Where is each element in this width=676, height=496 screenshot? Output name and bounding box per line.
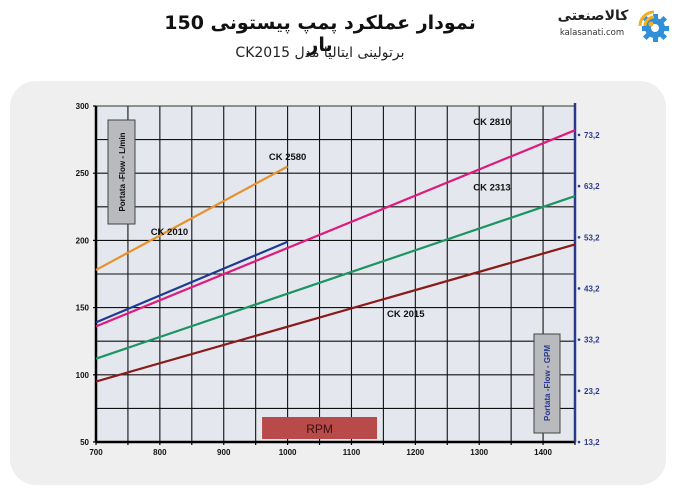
y-right-tick-label: 53,2 <box>584 233 600 242</box>
series-line-ck2010 <box>95 240 289 324</box>
y-axis-left-label-box: Portata -Flow - L/min <box>107 119 136 225</box>
y-right-tick <box>577 338 581 341</box>
y-tick-label: 250 <box>76 169 90 178</box>
y-right-tick <box>577 287 581 290</box>
header: نمودار عملکرد پمپ پیستونی 150 بار برتولی… <box>0 0 676 78</box>
y-right-tick <box>577 389 581 393</box>
y-right-tick <box>577 133 581 137</box>
y-axis-right-title: Portata -Flow - GPM <box>543 345 552 421</box>
flow-rpm-chart: RPM Portata -Flow - L/min Portata -Flow - … <box>76 102 600 457</box>
series-label: CK 2313 <box>473 183 511 194</box>
y-right-tick-label: 13,2 <box>584 438 600 447</box>
x-tick-label: 1000 <box>279 448 297 457</box>
y-right-tick-label: 43,2 <box>584 284 600 293</box>
logo[interactable]: کالاصنعتی kalasanati.com <box>548 6 670 44</box>
x-tick-label: 1300 <box>470 448 488 457</box>
x-tick-label: 900 <box>217 448 231 457</box>
x-tick-label: 1200 <box>406 448 424 457</box>
series-label: CK 2015 <box>387 309 425 320</box>
series-line-ck2313 <box>95 195 576 360</box>
y-axis-right-label-box: Portata -Flow - GPM <box>533 333 561 434</box>
y-tick-label: 300 <box>76 102 90 111</box>
rpm-axis-label-box: RPM <box>262 417 378 439</box>
series-label: CK 2010 <box>151 227 189 238</box>
series-line-ck2810 <box>95 129 576 328</box>
logo-url: kalasanati.com <box>559 28 625 38</box>
y-axis-left-title: Portata -Flow - L/min <box>118 132 127 211</box>
x-tick-label: 1100 <box>343 448 361 457</box>
page-title: نمودار عملکرد پمپ پیستونی 150 بار <box>164 12 476 56</box>
y-right-tick-label: 63,2 <box>584 182 600 191</box>
y-right-tick <box>577 184 581 188</box>
y-right-tick <box>577 235 581 239</box>
x-tick-label: 700 <box>89 448 103 457</box>
y-right-tick <box>577 440 581 444</box>
logo-name: کالاصنعتی <box>557 8 629 24</box>
series-line-ck2580 <box>95 165 289 271</box>
y-tick-label: 50 <box>80 438 89 447</box>
chart-card: RPM Portata -Flow - L/min Portata -Flow - … <box>10 81 666 485</box>
y-right-tick-label: 33,2 <box>584 336 600 345</box>
page-subtitle: برتولینی ایتالیا مدل CK2015 <box>235 45 405 61</box>
gear-wifi-icon <box>638 10 669 42</box>
y-right-tick-label: 73,2 <box>584 131 600 140</box>
x-tick-label: 1400 <box>534 448 552 457</box>
y-right-tick-label: 23,2 <box>584 387 600 396</box>
y-tick-label: 200 <box>76 236 90 245</box>
x-tick-label: 800 <box>153 448 167 457</box>
y-tick-label: 150 <box>76 304 90 313</box>
series-label: CK 2810 <box>473 117 511 128</box>
y-tick-label: 100 <box>76 371 90 380</box>
series-line-ck2015 <box>95 243 576 383</box>
rpm-label: RPM <box>306 422 333 436</box>
series-label: CK 2580 <box>269 152 307 163</box>
